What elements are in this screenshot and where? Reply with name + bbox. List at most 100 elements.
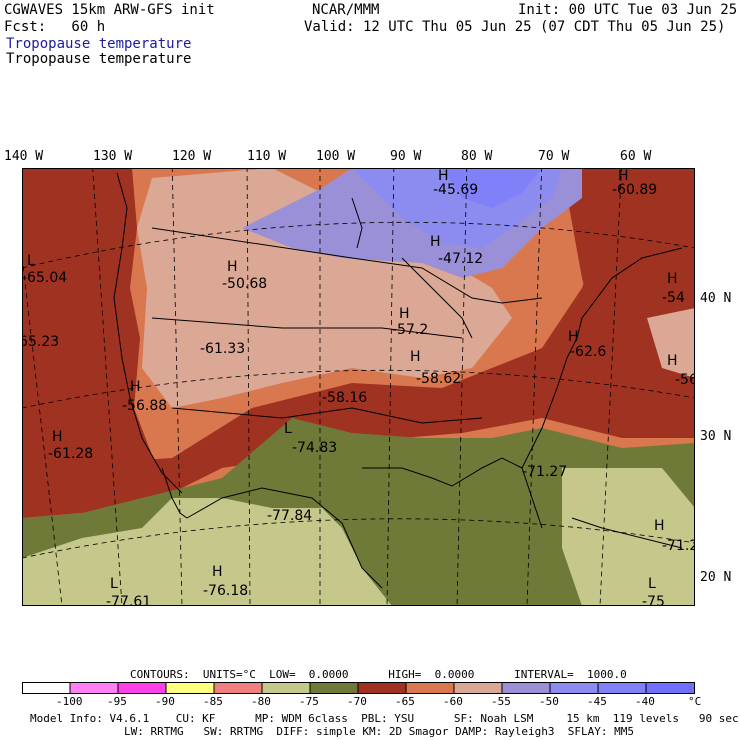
temp-band-m70-m65 — [22, 168, 157, 498]
temp-band-m70-m65 — [562, 168, 662, 338]
center-symbol: H — [438, 168, 449, 184]
center-symbol: H — [667, 271, 678, 287]
center-value: -61.33 — [200, 341, 245, 357]
colorbar-label: -90 — [155, 695, 175, 708]
temp-band-m45-m40 — [442, 168, 542, 208]
colorbar-label: -95 — [107, 695, 127, 708]
center-value: -75 — [642, 594, 665, 606]
colorbar-label: -60 — [443, 695, 463, 708]
colorbar-swatch — [406, 682, 454, 694]
center-symbol: H — [227, 259, 238, 275]
lon-label: 90 W — [390, 149, 422, 164]
center-value: -58.62 — [416, 371, 461, 387]
center-value: -77.61 — [106, 594, 151, 606]
temp-band-m80-m75 — [22, 498, 392, 606]
center-value: -58.16 — [322, 390, 367, 406]
lon-label: 70 W — [538, 149, 570, 164]
colorbar-label: -65 — [395, 695, 415, 708]
center-symbol: L — [648, 576, 656, 592]
center-value: -77.84 — [267, 508, 312, 524]
center-symbol: L — [110, 576, 118, 592]
colorbar-swatch — [454, 682, 502, 694]
valid-time: Valid: 12 UTC Thu 05 Jun 25 (07 CDT Thu … — [304, 19, 726, 35]
model-info: Model Info: V4.6.1 CU: KF MP: WDM 6class… — [30, 712, 739, 725]
lon-label: 60 W — [620, 149, 652, 164]
lon-label: 110 W — [247, 149, 287, 164]
temp-band-m60-m55 — [647, 308, 695, 378]
graticule — [22, 168, 695, 606]
colorbar-label: -40 — [635, 695, 655, 708]
colorbar-label: -55 — [491, 695, 511, 708]
center-value: -56.88 — [122, 398, 167, 414]
lon-label: 100 W — [316, 149, 356, 164]
center-symbol: H — [52, 429, 63, 445]
center-value: -62.6 — [570, 344, 606, 360]
center-value: -76.18 — [203, 583, 248, 599]
center-symbol: H — [130, 379, 141, 395]
colorbar-label: -80 — [251, 695, 271, 708]
temp-band-m60-m55 — [137, 168, 512, 408]
center-symbol: H — [410, 349, 421, 365]
physics-info: LW: RRTMG SW: RRTMG DIFF: simple KM: 2D … — [124, 725, 634, 738]
lat-label: 40 N — [700, 291, 732, 306]
field-title-blue: Tropopause temperature — [6, 36, 192, 52]
center-value: -50.68 — [222, 276, 267, 292]
center-value: -57.2 — [392, 322, 428, 338]
center-symbol: H — [618, 168, 629, 184]
forecast-hour: Fcst: 60 h — [4, 19, 106, 35]
colorbar-swatch — [22, 682, 70, 694]
center-value: -56 — [675, 372, 695, 388]
org-label: NCAR/MMM — [312, 2, 380, 18]
map-frame — [22, 168, 695, 606]
colorbar-swatch — [646, 682, 695, 694]
center-symbol: H — [568, 329, 579, 345]
colorbar-unit: °C — [688, 695, 702, 708]
colorbar-swatch — [310, 682, 358, 694]
center-value: -61.28 — [48, 446, 93, 462]
colorbar-swatch — [118, 682, 166, 694]
tropopause-temperature-map: H -45.69 H -60.89 H -47.12 H -50.68 L -6… — [22, 168, 695, 606]
init-time: Init: 00 UTC Tue 03 Jun 25 — [518, 2, 738, 18]
center-symbol: H — [654, 518, 665, 534]
colorbar-label: -75 — [299, 695, 319, 708]
center-value: -71.2 — [662, 538, 695, 554]
lon-label: 80 W — [461, 149, 493, 164]
colorbar-label: -45 — [587, 695, 607, 708]
center-value: -60.89 — [612, 182, 657, 198]
colorbar-label: -100 — [56, 695, 83, 708]
center-value: -65.23 — [22, 334, 59, 350]
lat-label: 20 N — [700, 570, 732, 585]
lon-label: 120 W — [172, 149, 212, 164]
coastlines — [113, 172, 683, 589]
contours-info: CONTOURS: UNITS=°C LOW= 0.0000 HIGH= 0.0… — [130, 668, 627, 681]
colorbar-swatch — [262, 682, 310, 694]
colorbar-label: -70 — [347, 695, 367, 708]
model-title: CGWAVES 15km ARW-GFS init — [4, 2, 215, 18]
colorbar — [22, 682, 695, 694]
colorbar-swatch — [358, 682, 406, 694]
center-symbol: H — [399, 306, 410, 322]
center-symbol: H — [430, 234, 441, 250]
center-value: -45.69 — [433, 182, 478, 198]
colorbar-swatch — [502, 682, 550, 694]
colorbar-swatch — [598, 682, 646, 694]
center-symbol: H — [212, 564, 223, 580]
pressure-centers: H -45.69 H -60.89 H -47.12 H -50.68 L -6… — [22, 168, 695, 606]
lon-label: 130 W — [93, 149, 133, 164]
center-value: -47.12 — [438, 251, 483, 267]
center-value: -54 — [662, 290, 685, 306]
colorbar-label: -85 — [203, 695, 223, 708]
lon-label: 140 W — [4, 149, 44, 164]
center-symbol: H — [667, 353, 678, 369]
colorbar-swatch — [214, 682, 262, 694]
center-value: -65.04 — [22, 270, 67, 286]
center-symbol: L — [284, 421, 292, 437]
colorbar-swatch — [70, 682, 118, 694]
temp-band-m80-m75 — [562, 468, 695, 606]
center-symbol: L — [27, 253, 35, 269]
field-title: Tropopause temperature — [6, 51, 192, 67]
center-value: -74.83 — [292, 440, 337, 456]
center-value: -71.27 — [522, 464, 567, 480]
colorbar-swatch — [166, 682, 214, 694]
lat-label: 30 N — [700, 429, 732, 444]
